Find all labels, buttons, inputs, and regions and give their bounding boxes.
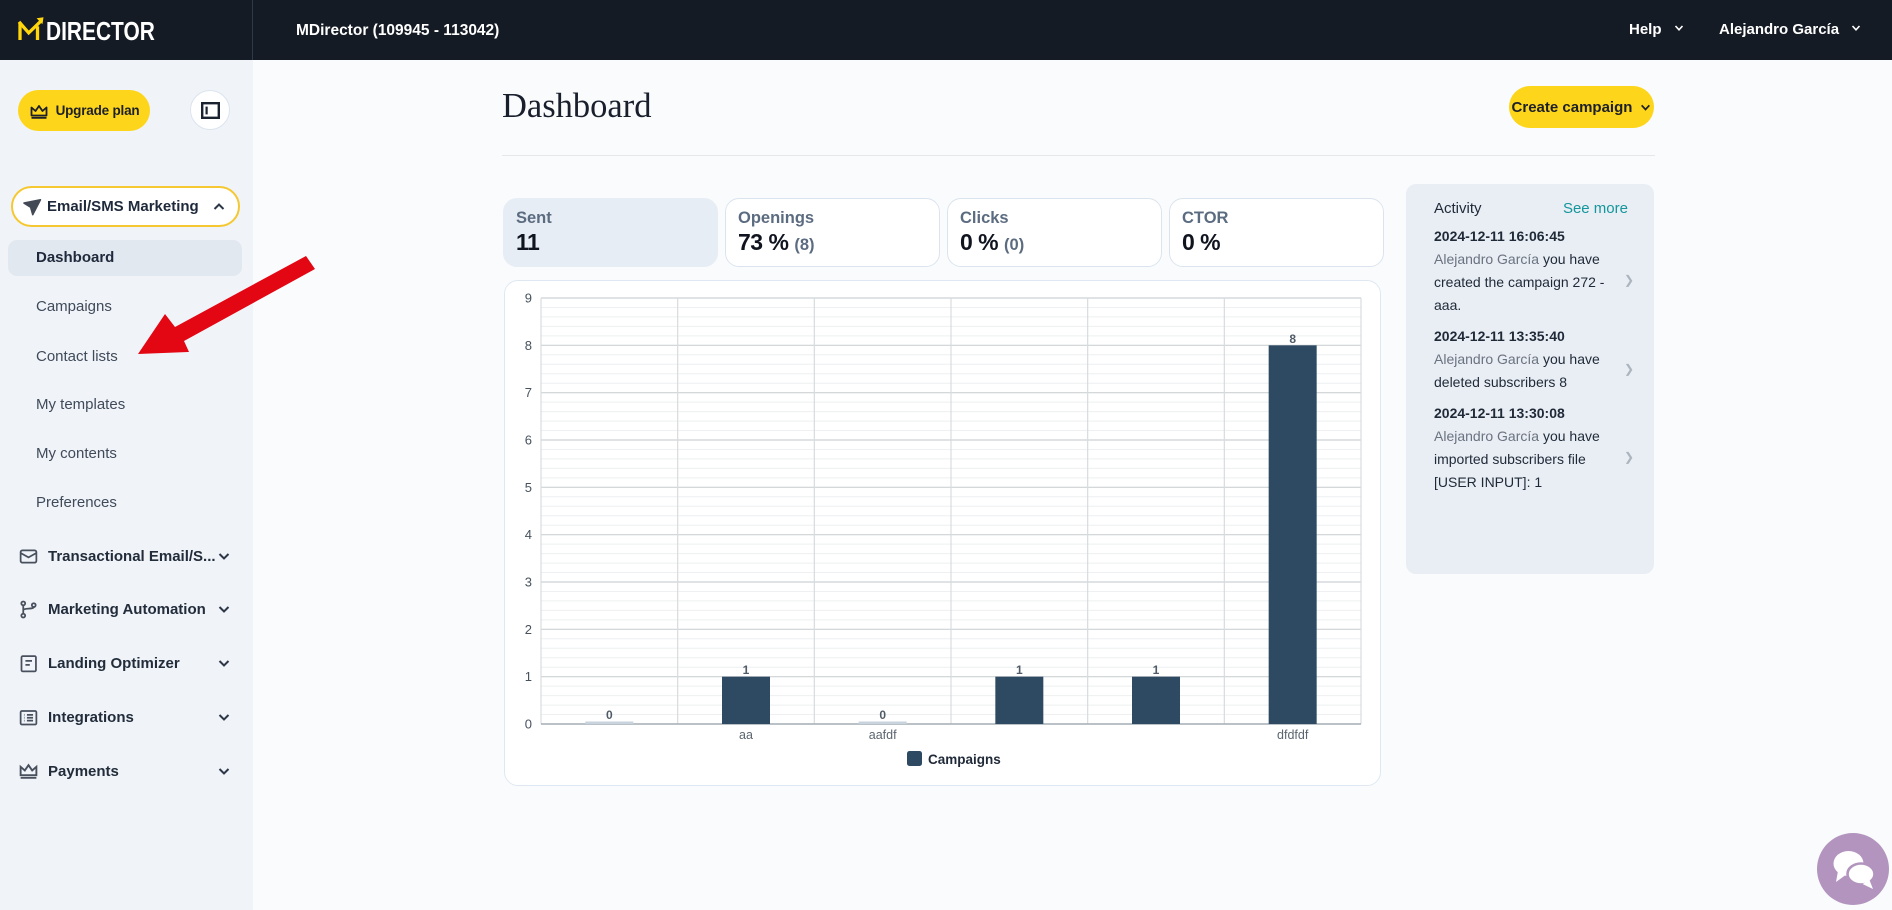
svg-text:0: 0 (606, 708, 613, 722)
svg-text:0: 0 (525, 717, 532, 732)
svg-text:5: 5 (525, 480, 532, 495)
svg-text:8: 8 (1289, 332, 1296, 346)
svg-text:aa: aa (739, 728, 753, 742)
svg-text:4: 4 (525, 527, 532, 542)
svg-text:1: 1 (1153, 663, 1160, 677)
svg-text:3: 3 (525, 575, 532, 590)
svg-text:7: 7 (525, 385, 532, 400)
svg-text:9: 9 (525, 291, 532, 306)
svg-text:Campaigns: Campaigns (928, 752, 1001, 767)
svg-text:dfdfdf: dfdfdf (1277, 728, 1309, 742)
svg-text:1: 1 (743, 663, 750, 677)
svg-text:1: 1 (525, 669, 532, 684)
svg-text:8: 8 (525, 338, 532, 353)
svg-text:6: 6 (525, 433, 532, 448)
svg-text:0: 0 (879, 708, 886, 722)
svg-text:2: 2 (525, 622, 532, 637)
svg-text:aafdf: aafdf (869, 728, 897, 742)
svg-text:1: 1 (1016, 663, 1023, 677)
